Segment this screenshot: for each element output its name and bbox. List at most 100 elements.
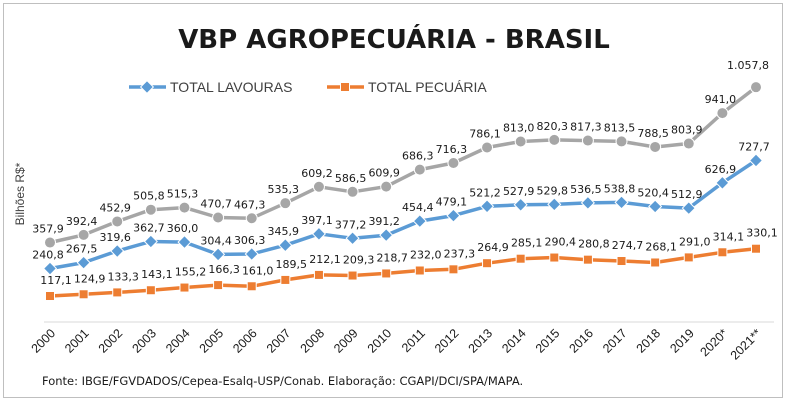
point-pecuaria [78,289,89,300]
x-tick-label: 2016 [566,326,596,356]
x-tick-label: 2013 [466,326,496,356]
data-label-total: 470,7 [200,198,232,211]
data-label-pecuaria: 268,1 [645,241,677,254]
point-lavouras [42,261,58,276]
data-label-total: 686,3 [402,150,434,163]
data-label-total: 505,8 [133,190,165,203]
data-label-pecuaria: 218,7 [376,251,408,264]
data-label-lavouras: 536,5 [570,183,602,196]
point-total [77,228,90,241]
point-total [581,134,594,147]
data-label-pecuaria: 232,0 [410,249,442,262]
point-pecuaria [246,281,257,292]
data-label-total: 586,5 [335,172,367,185]
data-label-lavouras: 306,3 [234,234,266,247]
x-tick-label: 2021** [728,326,765,363]
legend-marker-lavouras [139,79,155,95]
x-tick-label: 2009 [331,326,361,356]
point-pecuaria [45,291,55,302]
series-line-pecuaria [49,246,757,298]
data-label-pecuaria: 314,1 [713,230,745,243]
legend: TOTAL LAVOURAS TOTAL PECUÁRIA [129,79,487,95]
point-pecuaria [515,253,526,264]
legend-label-pecuaria: TOTAL PECUÁRIA [368,79,487,95]
data-label-pecuaria: 155,2 [175,266,207,279]
point-lavouras [547,197,562,212]
point-lavouras [76,255,91,270]
point-pecuaria [213,280,224,291]
data-label-lavouras: 479,1 [436,196,468,209]
data-label-lavouras: 529,8 [537,184,569,197]
series-pecuaria [45,243,761,302]
data-label-total: 609,9 [368,167,400,180]
data-label-lavouras: 240,8 [32,249,64,262]
point-pecuaria [650,257,661,268]
data-label-lavouras: 727,7 [738,141,770,154]
point-lavouras [715,175,730,190]
point-lavouras [446,208,461,223]
point-lavouras [143,234,158,249]
data-label-total: 515,3 [167,188,199,201]
data-label-total: 813,5 [604,121,636,134]
data-label-lavouras: 267,5 [66,243,98,256]
point-total [312,180,325,193]
data-label-lavouras: 360,0 [167,222,199,235]
data-label-lavouras: 397,1 [301,214,333,227]
data-label-lavouras: 527,9 [503,185,535,198]
point-pecuaria [482,258,493,269]
point-pecuaria [549,252,560,263]
data-label-lavouras: 538,8 [604,182,636,195]
data-label-total: 813,0 [503,122,535,135]
x-tick-label: 2005 [197,326,227,356]
data-label-total: 357,9 [32,223,64,236]
data-label-pecuaria: 291,0 [679,235,711,248]
point-lavouras [177,235,192,250]
data-label-lavouras: 391,2 [368,215,400,228]
point-pecuaria [145,285,156,296]
x-tick-label: 2008 [298,326,328,356]
point-total [447,156,460,169]
point-lavouras [379,228,394,243]
point-total [413,163,426,176]
point-total [212,211,225,224]
data-label-pecuaria: 264,9 [477,241,509,254]
series-line-total [49,85,758,245]
chart-canvas: VBP AGROPECUÁRIA - BRASIL TOTAL LAVOURAS… [13,23,778,388]
x-tick-label: 2007 [264,326,294,356]
series-line-lavouras [49,159,757,271]
point-pecuaria [582,254,593,265]
point-total [178,201,191,214]
data-label-pecuaria: 143,1 [141,268,173,281]
point-pecuaria [179,282,190,293]
data-label-pecuaria: 209,3 [343,254,375,267]
x-tick-label: 2010 [365,326,395,356]
data-label-pecuaria: 290,4 [545,236,577,249]
series-lavouras [42,153,764,276]
x-tick-label: 2014 [499,326,529,356]
series-total [44,81,762,249]
data-label-lavouras: 377,2 [335,218,367,231]
point-total [245,212,258,225]
y-axis-label: Bilhões R$* [13,162,27,225]
point-lavouras [648,199,663,214]
point-pecuaria [448,264,459,275]
data-label-total: 817,3 [570,121,602,134]
data-label-pecuaria: 274,7 [612,239,644,252]
data-label-lavouras: 362,7 [133,222,165,235]
x-tick-label: 2018 [634,326,664,356]
point-pecuaria [616,256,627,267]
point-pecuaria [717,247,728,258]
point-lavouras [513,197,528,212]
data-label-lavouras: 319,6 [99,231,131,244]
point-lavouras [311,226,327,241]
point-lavouras [412,214,427,229]
x-tick-label: 2004 [163,326,193,356]
data-label-total: 452,9 [99,202,131,215]
x-axis-ticks: 2000 2001 2002 2003 2004 2005 2006 2007 2008 2009… [29,326,765,363]
point-total [380,180,393,193]
data-label-total: 788,5 [637,127,669,140]
point-total [615,135,628,148]
x-tick-label: 2006 [230,326,260,356]
point-total [649,140,662,153]
